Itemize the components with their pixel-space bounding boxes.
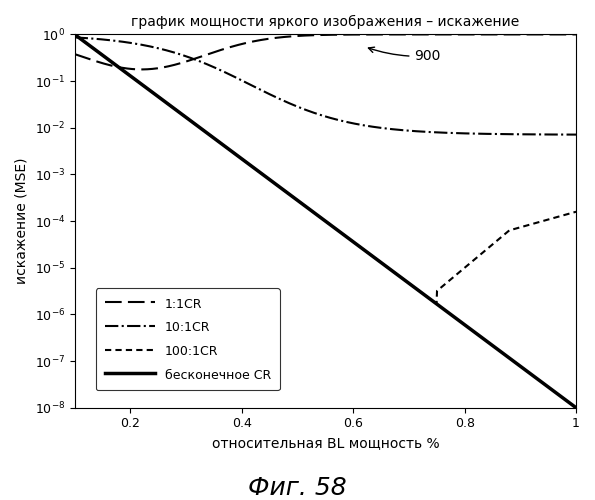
- 1:1CR: [274, 34, 281, 40]
- 100:1CR: [274, 182, 281, 188]
- 10:1CR: [122, 39, 129, 45]
- 1:1CR: [572, 32, 580, 38]
- 1:1CR: [71, 51, 78, 57]
- 100:1CR: [292, 196, 299, 202]
- 1:1CR: [138, 66, 145, 72]
- 10:1CR: [415, 128, 422, 134]
- бесконечное CR: [71, 32, 78, 38]
- бесконечное CR: [415, 288, 422, 294]
- 1:1CR: [472, 32, 479, 38]
- Legend: 1:1CR, 10:1CR, 100:1CR, бесконечное CR: 1:1CR, 10:1CR, 100:1CR, бесконечное CR: [96, 288, 280, 390]
- Line: бесконечное CR: бесконечное CR: [74, 34, 576, 408]
- 10:1CR: [71, 34, 78, 40]
- 10:1CR: [572, 132, 580, 138]
- 1:1CR: [122, 66, 129, 71]
- X-axis label: относительная BL мощность %: относительная BL мощность %: [212, 436, 439, 450]
- 1:1CR: [462, 32, 469, 38]
- Y-axis label: искажение (MSE): искажение (MSE): [15, 158, 29, 284]
- Text: Фиг. 58: Фиг. 58: [248, 476, 347, 500]
- бесконечное CR: [122, 70, 129, 75]
- 100:1CR: [433, 301, 440, 307]
- 10:1CR: [292, 103, 299, 109]
- Line: 1:1CR: 1:1CR: [74, 34, 576, 70]
- 10:1CR: [471, 130, 478, 136]
- Title: график мощности яркого изображения – искажение: график мощности яркого изображения – иск…: [131, 15, 519, 29]
- Line: 100:1CR: 100:1CR: [74, 34, 576, 304]
- 100:1CR: [462, 264, 469, 270]
- бесконечное CR: [462, 322, 469, 328]
- 10:1CR: [274, 95, 281, 101]
- 100:1CR: [122, 70, 129, 75]
- Text: 900: 900: [368, 47, 441, 63]
- бесконечное CR: [274, 182, 281, 188]
- бесконечное CR: [572, 404, 580, 410]
- 1:1CR: [416, 32, 423, 38]
- 10:1CR: [462, 130, 469, 136]
- 100:1CR: [415, 288, 422, 294]
- Line: 10:1CR: 10:1CR: [74, 38, 576, 134]
- 1:1CR: [292, 33, 299, 39]
- 100:1CR: [572, 208, 580, 214]
- Text: 902: 902: [0, 499, 1, 500]
- 100:1CR: [472, 256, 479, 262]
- бесконечное CR: [292, 196, 299, 202]
- бесконечное CR: [471, 329, 478, 335]
- 100:1CR: [71, 32, 78, 38]
